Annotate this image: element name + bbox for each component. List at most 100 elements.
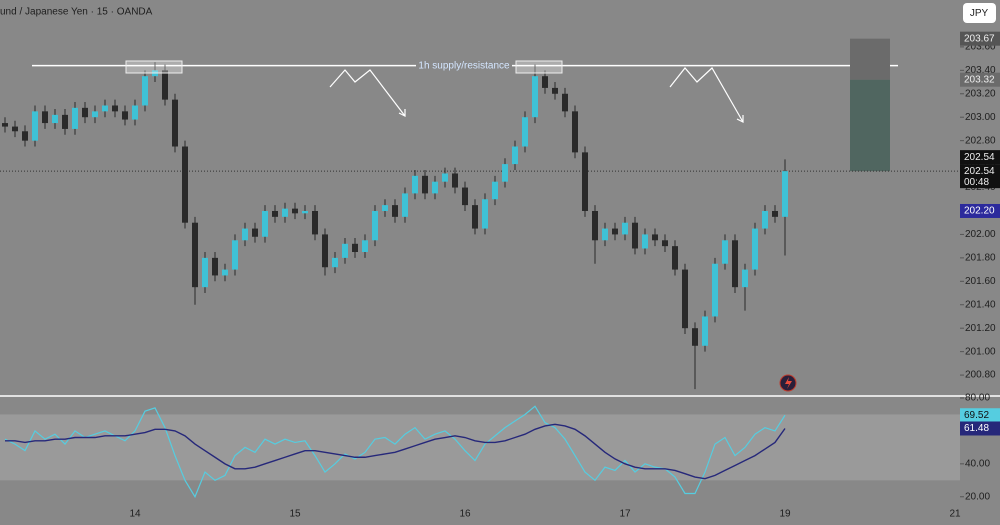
candle-body xyxy=(2,123,8,127)
ma-label: 202.20 xyxy=(964,206,995,217)
candle-body xyxy=(512,146,518,165)
ma-label-bg xyxy=(960,203,1000,218)
currency-button-label[interactable]: JPY xyxy=(970,8,989,19)
candle-body xyxy=(722,240,728,264)
candle-body xyxy=(102,105,108,112)
candle-body xyxy=(692,328,698,346)
candle-body xyxy=(322,234,328,268)
position-target-label: 203.32 xyxy=(964,74,995,85)
candle-body xyxy=(422,175,428,194)
candle-body xyxy=(212,257,218,276)
candle-body xyxy=(762,210,768,229)
candle-body xyxy=(752,228,758,270)
candle-body xyxy=(592,210,598,241)
candle-body xyxy=(642,234,648,249)
currency-button[interactable] xyxy=(963,3,996,23)
bid-label-bg xyxy=(960,150,1000,165)
y-tick-label: 203.60 xyxy=(965,42,996,53)
y-tick-label: 40.00 xyxy=(965,458,990,469)
candle-body xyxy=(702,316,708,346)
candle-body xyxy=(742,269,748,288)
position-reward xyxy=(850,79,890,172)
candle-body xyxy=(32,111,38,141)
candle-body xyxy=(92,111,98,118)
candle-body xyxy=(192,222,198,288)
x-tick-label: 16 xyxy=(459,509,471,520)
candle-body xyxy=(682,269,688,329)
rsi-value-label: 61.48 xyxy=(964,423,989,434)
annotation-label: 1h supply/resistance xyxy=(418,60,510,71)
y-tick-label: 201.60 xyxy=(965,276,996,287)
rsi-value-bg xyxy=(960,421,1000,436)
rsi-value-label: 69.52 xyxy=(964,410,989,421)
candle-body xyxy=(442,173,448,182)
x-tick-label: 21 xyxy=(949,509,961,520)
y-tick-label: 202.80 xyxy=(965,135,996,146)
candle-body xyxy=(572,111,578,153)
candle-body xyxy=(392,205,398,217)
y-tick-label: 203.20 xyxy=(965,88,996,99)
x-tick-label: 14 xyxy=(129,509,141,520)
candle-body xyxy=(252,228,258,237)
drawing-arrow xyxy=(669,67,744,123)
candle-body xyxy=(182,146,188,223)
candle-body xyxy=(112,105,118,112)
candle-body xyxy=(492,181,498,200)
y-tick-label: 201.20 xyxy=(965,323,996,334)
highlight-box xyxy=(125,60,183,74)
candle-body xyxy=(222,269,228,276)
candle-body xyxy=(352,243,358,253)
candle-body xyxy=(662,240,668,247)
x-tick-label: 17 xyxy=(619,509,631,520)
rsi-band xyxy=(0,414,960,481)
candle-body xyxy=(142,76,148,106)
position-target-label-bg xyxy=(960,72,1000,87)
drawing-arrow xyxy=(329,69,406,117)
rsi-value-bg xyxy=(960,408,1000,423)
candle-body xyxy=(622,222,628,235)
candle-body xyxy=(602,228,608,241)
candle-body xyxy=(782,171,788,217)
candle-body xyxy=(162,70,168,100)
position-top-label-bg xyxy=(960,31,1000,46)
highlight-box xyxy=(515,60,563,74)
candle-body xyxy=(652,234,658,241)
candle-body xyxy=(452,173,458,188)
candle-body xyxy=(432,181,438,194)
alert-bolt xyxy=(785,377,792,389)
y-tick-label: 201.80 xyxy=(965,253,996,264)
candle-body xyxy=(502,164,508,182)
candle-body xyxy=(372,210,378,241)
candle-body xyxy=(302,210,308,214)
y-tick-label: 201.40 xyxy=(965,299,996,310)
candle-body xyxy=(562,93,568,112)
y-tick-label: 203.00 xyxy=(965,112,996,123)
y-tick-label: 20.00 xyxy=(965,491,990,502)
candle-body xyxy=(22,131,28,141)
candle-body xyxy=(272,210,278,217)
candle-body xyxy=(12,126,18,132)
candle-body xyxy=(232,240,238,270)
last-label: 202.54 xyxy=(964,166,995,177)
x-tick-label: 19 xyxy=(779,509,791,520)
candle-body xyxy=(122,111,128,120)
candle-body xyxy=(292,208,298,214)
candle-body xyxy=(712,263,718,317)
candle-body xyxy=(542,76,548,88)
candle-body xyxy=(612,228,618,235)
candle-body xyxy=(62,114,68,129)
candle-body xyxy=(632,222,638,249)
candle-body xyxy=(262,210,268,237)
y-tick-label: 202.00 xyxy=(965,229,996,240)
candle-body xyxy=(52,114,58,124)
candle-body xyxy=(282,208,288,217)
candle-body xyxy=(402,193,408,217)
candle-body xyxy=(672,246,678,270)
candle-body xyxy=(132,105,138,120)
candle-body xyxy=(82,107,88,118)
candle-body xyxy=(532,76,538,118)
chart-title: und / Japanese Yen · 15 · OANDA xyxy=(0,7,153,18)
candle-body xyxy=(242,228,248,241)
candle-body xyxy=(772,210,778,217)
